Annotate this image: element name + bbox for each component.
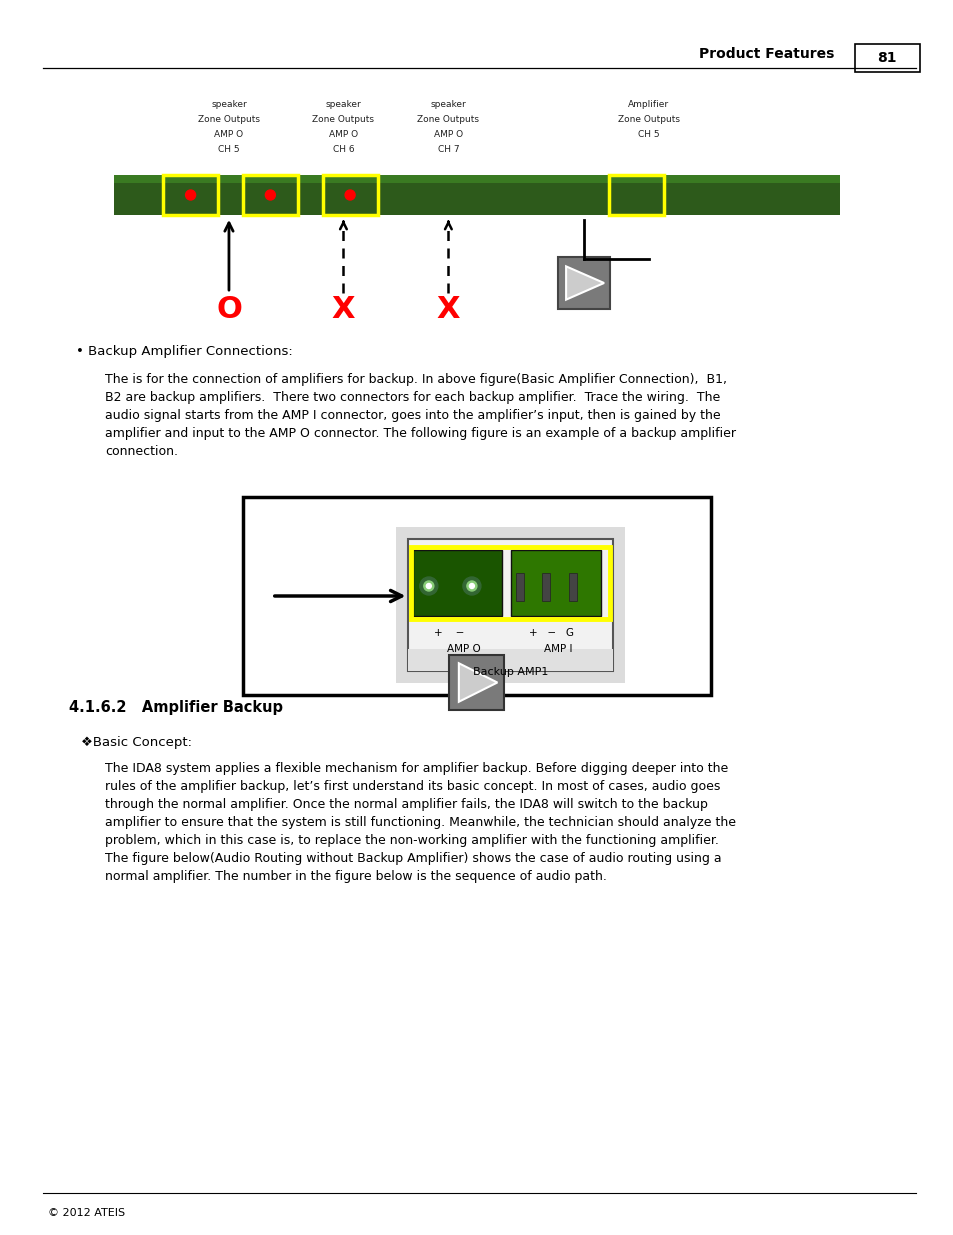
Text: ZONE 5: ZONE 5: [599, 169, 620, 174]
Text: amplifier and input to the AMP O connector. The following figure is an example o: amplifier and input to the AMP O connect…: [105, 427, 735, 440]
Text: ZONE 7: ZONE 7: [752, 169, 773, 174]
Text: CH 5: CH 5: [638, 130, 659, 140]
Bar: [413, 550, 501, 616]
Text: BackupAMP2: BackupAMP2: [439, 169, 476, 174]
Text: CH 7: CH 7: [437, 144, 458, 154]
Text: Zone Outputs: Zone Outputs: [198, 115, 259, 124]
Circle shape: [469, 583, 474, 589]
Circle shape: [186, 190, 195, 200]
Bar: [411, 547, 610, 619]
Text: The IDA8 system applies a flexible mechanism for amplifier backup. Before diggin: The IDA8 system applies a flexible mecha…: [105, 762, 727, 776]
Text: problem, which in this case is, to replace the non-working amplifier with the fu: problem, which in this case is, to repla…: [105, 834, 718, 847]
Text: CH 6: CH 6: [333, 144, 354, 154]
Text: Zone Outputs: Zone Outputs: [417, 115, 478, 124]
Circle shape: [419, 577, 437, 595]
Text: AMP INPUTS: AMP INPUTS: [517, 169, 550, 174]
Text: © 2012 ATEIS: © 2012 ATEIS: [48, 1208, 125, 1218]
Text: AMP O: AMP O: [329, 130, 357, 140]
Text: ZONE 6: ZONE 6: [676, 169, 697, 174]
Polygon shape: [568, 573, 576, 601]
Text: 4.1.6.2   Amplifier Backup: 4.1.6.2 Amplifier Backup: [69, 700, 282, 715]
Circle shape: [462, 577, 480, 595]
Text: ZONE 8: ZONE 8: [371, 169, 392, 174]
Text: X: X: [332, 295, 355, 324]
Polygon shape: [458, 663, 497, 701]
Text: AMP O: AMP O: [434, 130, 462, 140]
Text: normal amplifier. The number in the figure below is the sequence of audio path.: normal amplifier. The number in the figu…: [105, 869, 606, 883]
Text: • Backup Amplifier Connections:: • Backup Amplifier Connections:: [76, 345, 293, 358]
Bar: [163, 175, 218, 215]
Text: +    −: + −: [434, 629, 464, 638]
Text: speaker: speaker: [430, 100, 466, 109]
Bar: [114, 175, 839, 215]
Text: Zone Outputs: Zone Outputs: [313, 115, 374, 124]
Text: speaker: speaker: [211, 100, 247, 109]
Text: Backup AMP1: Backup AMP1: [473, 667, 548, 677]
Bar: [608, 175, 663, 215]
Text: Zone Outputs: Zone Outputs: [618, 115, 679, 124]
Text: The is for the connection of amplifiers for backup. In above figure(Basic Amplif: The is for the connection of amplifiers …: [105, 373, 726, 387]
Polygon shape: [565, 267, 603, 300]
Bar: [114, 175, 839, 183]
Text: ZONE 6: ZONE 6: [218, 169, 239, 174]
Bar: [408, 538, 613, 671]
Text: Product Features: Product Features: [699, 47, 834, 61]
Circle shape: [426, 583, 431, 589]
Text: ZONE 5: ZONE 5: [142, 169, 163, 174]
Text: +   −   G: + − G: [529, 629, 574, 638]
Text: B2 are backup amplifiers.  There two connectors for each backup amplifier.  Trac: B2 are backup amplifiers. There two conn…: [105, 391, 720, 404]
Text: 81: 81: [877, 51, 896, 65]
Circle shape: [423, 580, 434, 592]
Bar: [511, 550, 600, 616]
Text: Amplifier: Amplifier: [627, 100, 669, 109]
Text: ZONE 7: ZONE 7: [294, 169, 315, 174]
Text: AMP O: AMP O: [446, 643, 480, 655]
Bar: [322, 175, 377, 215]
Text: The figure below(Audio Routing without Backup Amplifier) shows the case of audio: The figure below(Audio Routing without B…: [105, 852, 720, 864]
Bar: [854, 44, 919, 72]
Bar: [408, 650, 613, 671]
Bar: [395, 527, 625, 683]
Bar: [558, 257, 610, 309]
Text: through the normal amplifier. Once the normal amplifier fails, the IDA8 will swi: through the normal amplifier. Once the n…: [105, 798, 707, 811]
Polygon shape: [542, 573, 550, 601]
Text: amplifier to ensure that the system is still functioning. Meanwhile, the technic: amplifier to ensure that the system is s…: [105, 816, 735, 829]
Text: connection.: connection.: [105, 445, 178, 458]
Text: ❖Basic Concept:: ❖Basic Concept:: [81, 736, 192, 748]
Text: audio signal starts from the AMP I connector, goes into the amplifier’s input, t: audio signal starts from the AMP I conne…: [105, 409, 720, 422]
Bar: [243, 175, 297, 215]
Text: CH 5: CH 5: [218, 144, 239, 154]
Text: AMP O: AMP O: [214, 130, 243, 140]
Text: speaker: speaker: [325, 100, 361, 109]
Circle shape: [466, 580, 476, 592]
Bar: [449, 655, 504, 710]
Text: X: X: [436, 295, 459, 324]
Circle shape: [265, 190, 275, 200]
Circle shape: [345, 190, 355, 200]
Polygon shape: [516, 573, 523, 601]
Text: rules of the amplifier backup, let’s first understand its basic concept. In most: rules of the amplifier backup, let’s fir…: [105, 781, 720, 793]
Text: AMP I: AMP I: [543, 643, 572, 655]
Text: O: O: [215, 295, 242, 324]
Bar: [243, 496, 710, 695]
